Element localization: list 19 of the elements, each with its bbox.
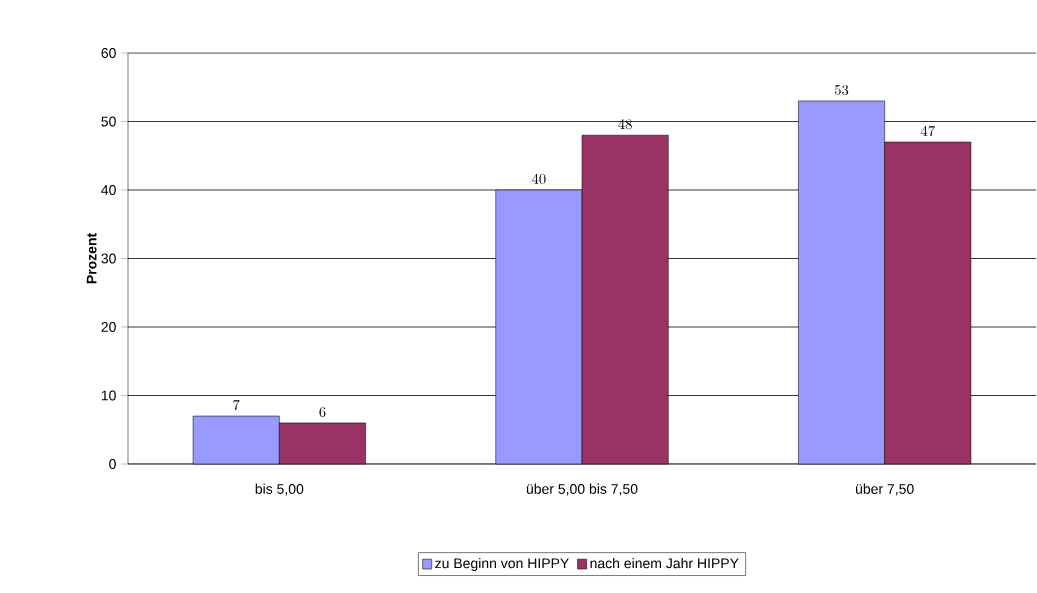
- data-label: 53: [834, 84, 849, 95]
- data-label: 40: [532, 173, 546, 185]
- data-label: 48: [618, 119, 632, 130]
- y-tick-label: 40: [101, 185, 116, 195]
- y-axis-title: Prozent: [86, 233, 97, 284]
- legend-label: nach einem Jahr HIPPY: [590, 557, 739, 569]
- y-tick-label: 20: [101, 322, 116, 332]
- data-label: 6: [319, 406, 326, 417]
- y-tick-label: 0: [109, 459, 116, 469]
- y-tick-label: 30: [101, 253, 116, 264]
- x-tick-label: über 7,50: [856, 483, 914, 496]
- x-tick-label: über 5,00 bis 7,50: [526, 483, 638, 496]
- legend-label: zu Beginn von HIPPY: [435, 557, 569, 572]
- data-label: 7: [233, 399, 240, 411]
- data-label: 47: [920, 125, 935, 137]
- y-tick-label: 10: [101, 390, 116, 401]
- y-tick-label: 60: [101, 48, 116, 58]
- x-tick-label: bis 5,00: [255, 483, 304, 496]
- y-tick-label: 50: [101, 116, 116, 127]
